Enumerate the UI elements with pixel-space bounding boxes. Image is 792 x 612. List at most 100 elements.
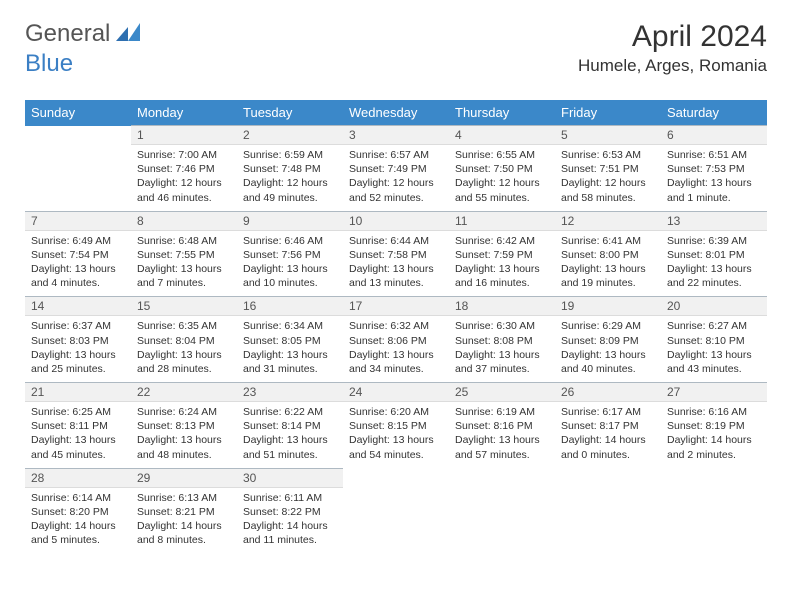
day-number [555, 468, 661, 487]
sunrise-line: Sunrise: 6:17 AM [561, 405, 655, 419]
sunrise-line: Sunrise: 6:30 AM [455, 319, 549, 333]
sunset-line: Sunset: 8:08 PM [455, 334, 549, 348]
weekday-header: Saturday [661, 100, 767, 126]
sunset-line: Sunset: 8:22 PM [243, 505, 337, 519]
day-cell: Sunrise: 6:41 AMSunset: 8:00 PMDaylight:… [555, 230, 661, 297]
sunrise-line: Sunrise: 6:29 AM [561, 319, 655, 333]
day-cell: Sunrise: 6:42 AMSunset: 7:59 PMDaylight:… [449, 230, 555, 297]
day-body-row: Sunrise: 7:00 AMSunset: 7:46 PMDaylight:… [25, 145, 767, 212]
sunrise-line: Sunrise: 6:46 AM [243, 234, 337, 248]
sunset-line: Sunset: 8:05 PM [243, 334, 337, 348]
daylight-line: Daylight: 13 hours and 10 minutes. [243, 262, 337, 290]
day-number: 17 [343, 297, 449, 316]
day-number-row: 21222324252627 [25, 383, 767, 402]
day-number: 28 [25, 468, 131, 487]
sunset-line: Sunset: 7:59 PM [455, 248, 549, 262]
day-number: 29 [131, 468, 237, 487]
daylight-line: Daylight: 12 hours and 55 minutes. [455, 176, 549, 204]
day-number: 14 [25, 297, 131, 316]
sunset-line: Sunset: 8:06 PM [349, 334, 443, 348]
daylight-line: Daylight: 13 hours and 43 minutes. [667, 348, 761, 376]
day-number: 16 [237, 297, 343, 316]
sunrise-line: Sunrise: 6:24 AM [137, 405, 231, 419]
sunset-line: Sunset: 7:51 PM [561, 162, 655, 176]
day-cell: Sunrise: 6:59 AMSunset: 7:48 PMDaylight:… [237, 145, 343, 212]
day-cell: Sunrise: 6:16 AMSunset: 8:19 PMDaylight:… [661, 402, 767, 469]
sunset-line: Sunset: 7:49 PM [349, 162, 443, 176]
daylight-line: Daylight: 13 hours and 34 minutes. [349, 348, 443, 376]
sunrise-line: Sunrise: 6:27 AM [667, 319, 761, 333]
daylight-line: Daylight: 13 hours and 1 minute. [667, 176, 761, 204]
day-number: 30 [237, 468, 343, 487]
day-cell: Sunrise: 6:13 AMSunset: 8:21 PMDaylight:… [131, 487, 237, 553]
day-number-row: 14151617181920 [25, 297, 767, 316]
day-body-row: Sunrise: 6:37 AMSunset: 8:03 PMDaylight:… [25, 316, 767, 383]
weekday-header: Friday [555, 100, 661, 126]
sunset-line: Sunset: 8:19 PM [667, 419, 761, 433]
day-number: 27 [661, 383, 767, 402]
day-cell [343, 487, 449, 553]
day-number: 19 [555, 297, 661, 316]
day-cell: Sunrise: 6:20 AMSunset: 8:15 PMDaylight:… [343, 402, 449, 469]
sunset-line: Sunset: 7:58 PM [349, 248, 443, 262]
location: Humele, Arges, Romania [578, 56, 767, 76]
sunrise-line: Sunrise: 6:39 AM [667, 234, 761, 248]
day-cell: Sunrise: 6:51 AMSunset: 7:53 PMDaylight:… [661, 145, 767, 212]
month-title: April 2024 [578, 20, 767, 54]
daylight-line: Daylight: 13 hours and 28 minutes. [137, 348, 231, 376]
sunset-line: Sunset: 8:15 PM [349, 419, 443, 433]
sunrise-line: Sunrise: 6:16 AM [667, 405, 761, 419]
weekday-header-row: SundayMondayTuesdayWednesdayThursdayFrid… [25, 100, 767, 126]
day-cell: Sunrise: 6:35 AMSunset: 8:04 PMDaylight:… [131, 316, 237, 383]
weekday-header: Monday [131, 100, 237, 126]
day-number: 10 [343, 211, 449, 230]
sunrise-line: Sunrise: 7:00 AM [137, 148, 231, 162]
weekday-header: Thursday [449, 100, 555, 126]
day-cell: Sunrise: 6:53 AMSunset: 7:51 PMDaylight:… [555, 145, 661, 212]
day-number: 22 [131, 383, 237, 402]
sunset-line: Sunset: 8:11 PM [31, 419, 125, 433]
sunset-line: Sunset: 8:14 PM [243, 419, 337, 433]
day-cell: Sunrise: 6:19 AMSunset: 8:16 PMDaylight:… [449, 402, 555, 469]
logo-text-1: General [25, 20, 110, 48]
day-cell [661, 487, 767, 553]
day-number: 5 [555, 126, 661, 145]
day-number: 7 [25, 211, 131, 230]
day-number: 12 [555, 211, 661, 230]
day-number: 8 [131, 211, 237, 230]
sunrise-line: Sunrise: 6:44 AM [349, 234, 443, 248]
sunset-line: Sunset: 7:54 PM [31, 248, 125, 262]
daylight-line: Daylight: 14 hours and 11 minutes. [243, 519, 337, 547]
sunrise-line: Sunrise: 6:22 AM [243, 405, 337, 419]
sunset-line: Sunset: 8:13 PM [137, 419, 231, 433]
day-number: 4 [449, 126, 555, 145]
day-cell [449, 487, 555, 553]
daylight-line: Daylight: 13 hours and 48 minutes. [137, 433, 231, 461]
day-cell: Sunrise: 6:29 AMSunset: 8:09 PMDaylight:… [555, 316, 661, 383]
daylight-line: Daylight: 13 hours and 40 minutes. [561, 348, 655, 376]
sunrise-line: Sunrise: 6:32 AM [349, 319, 443, 333]
sunset-line: Sunset: 8:09 PM [561, 334, 655, 348]
daylight-line: Daylight: 13 hours and 31 minutes. [243, 348, 337, 376]
sunrise-line: Sunrise: 6:34 AM [243, 319, 337, 333]
daylight-line: Daylight: 14 hours and 5 minutes. [31, 519, 125, 547]
sunrise-line: Sunrise: 6:25 AM [31, 405, 125, 419]
day-cell [555, 487, 661, 553]
sunrise-line: Sunrise: 6:41 AM [561, 234, 655, 248]
day-number: 21 [25, 383, 131, 402]
sunset-line: Sunset: 7:48 PM [243, 162, 337, 176]
day-number-row: 282930 [25, 468, 767, 487]
day-cell: Sunrise: 6:57 AMSunset: 7:49 PMDaylight:… [343, 145, 449, 212]
daylight-line: Daylight: 13 hours and 45 minutes. [31, 433, 125, 461]
sunset-line: Sunset: 7:53 PM [667, 162, 761, 176]
sunrise-line: Sunrise: 6:42 AM [455, 234, 549, 248]
day-number: 23 [237, 383, 343, 402]
day-cell: Sunrise: 6:25 AMSunset: 8:11 PMDaylight:… [25, 402, 131, 469]
sunrise-line: Sunrise: 6:59 AM [243, 148, 337, 162]
day-number: 15 [131, 297, 237, 316]
day-number-row: 78910111213 [25, 211, 767, 230]
calendar-table: SundayMondayTuesdayWednesdayThursdayFrid… [25, 100, 767, 553]
sunset-line: Sunset: 8:17 PM [561, 419, 655, 433]
logo: General [25, 20, 142, 48]
sunset-line: Sunset: 8:16 PM [455, 419, 549, 433]
